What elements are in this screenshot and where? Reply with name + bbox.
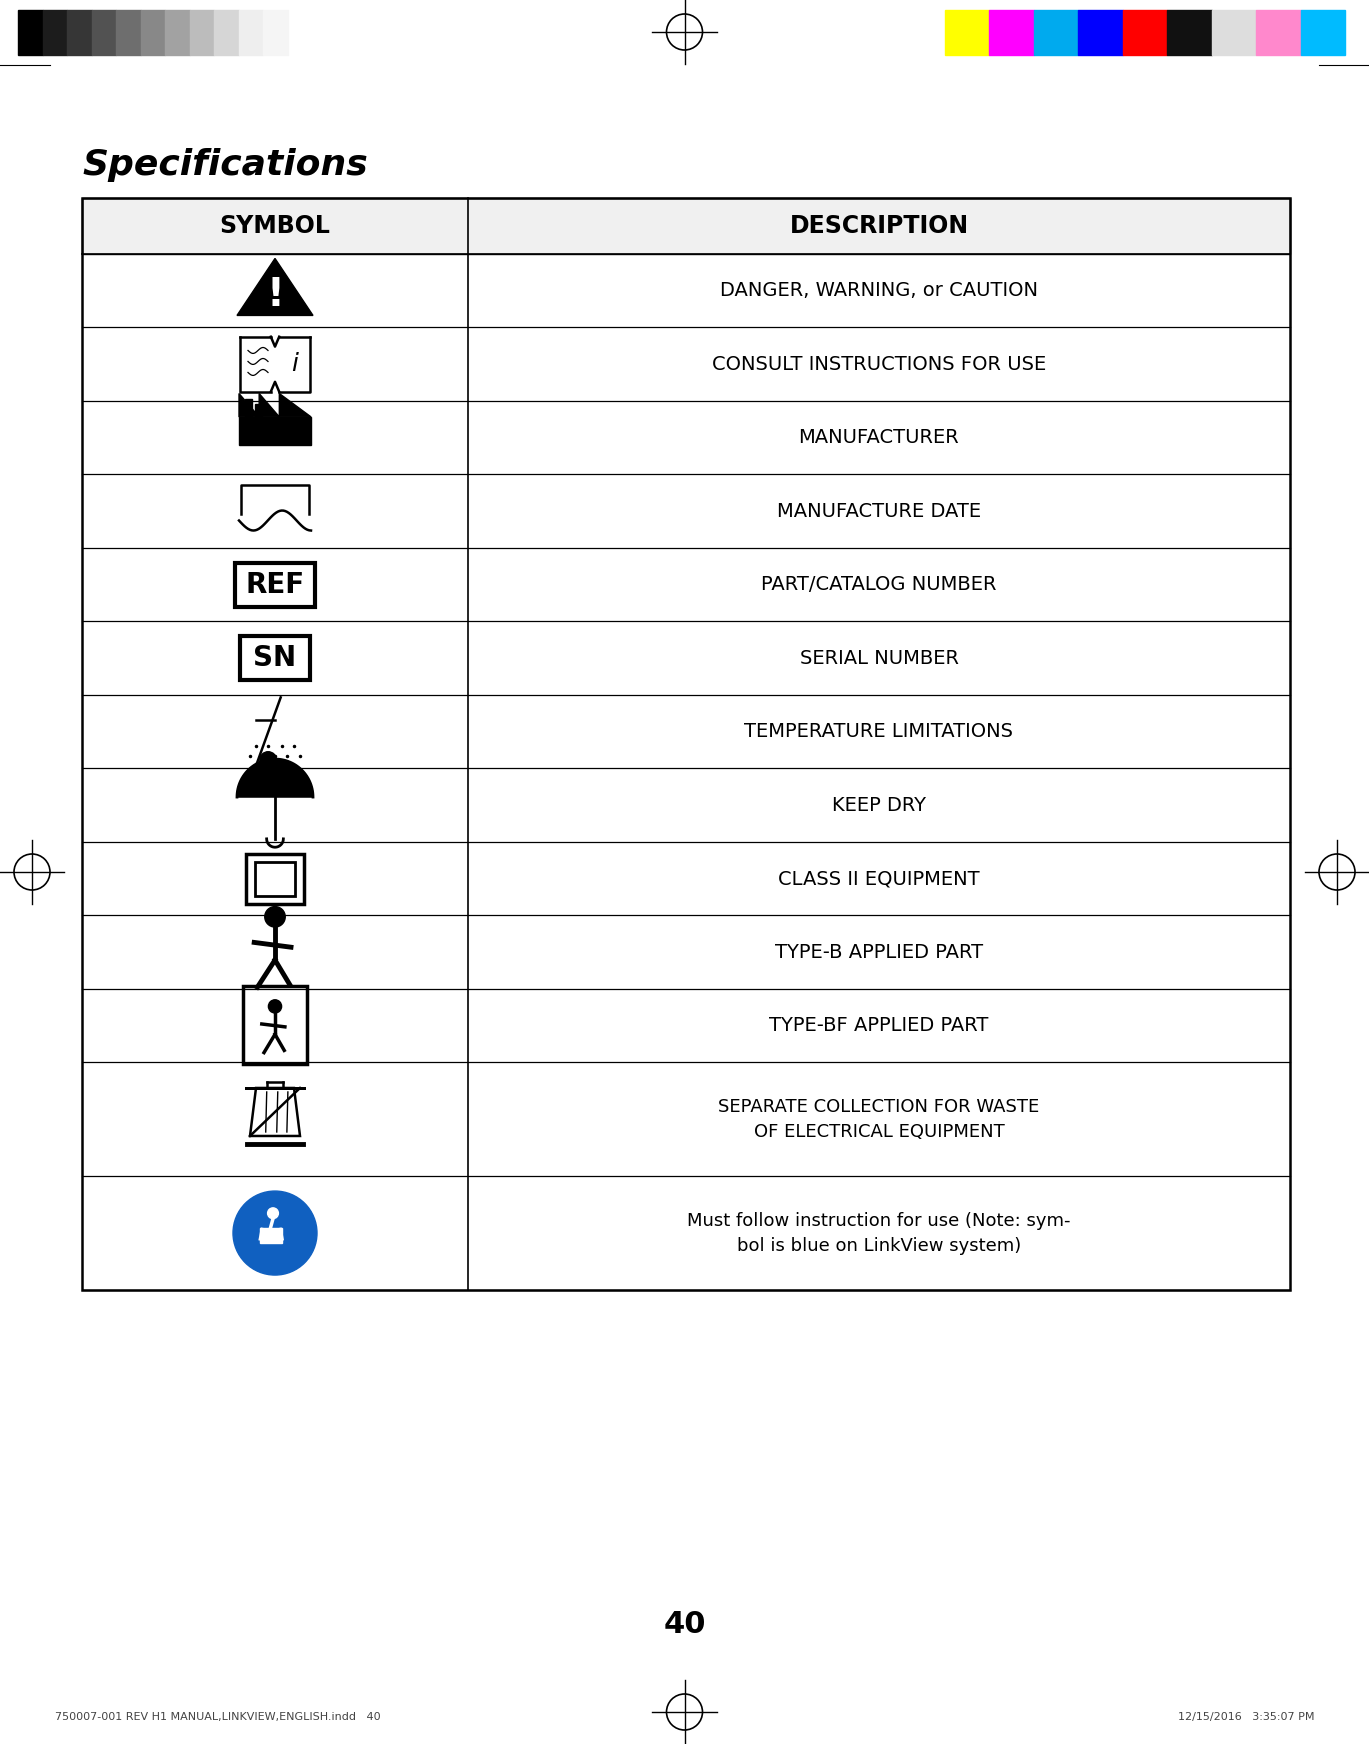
Text: CLASS II EQUIPMENT: CLASS II EQUIPMENT xyxy=(778,869,980,888)
Bar xyxy=(245,399,252,417)
Text: PART/CATALOG NUMBER: PART/CATALOG NUMBER xyxy=(761,576,997,595)
Bar xyxy=(82,199,1290,1291)
Text: SEPARATE COLLECTION FOR WASTE
OF ELECTRICAL EQUIPMENT: SEPARATE COLLECTION FOR WASTE OF ELECTRI… xyxy=(719,1097,1039,1141)
Text: MANUFACTURE DATE: MANUFACTURE DATE xyxy=(778,502,982,521)
Bar xyxy=(255,405,261,417)
Polygon shape xyxy=(240,394,311,417)
Bar xyxy=(1079,10,1123,56)
Text: Must follow instruction for use (Note: sym-
bol is blue on LinkView system): Must follow instruction for use (Note: s… xyxy=(687,1212,1071,1254)
Bar xyxy=(235,563,315,607)
Bar xyxy=(240,417,311,445)
Text: TEMPERATURE LIMITATIONS: TEMPERATURE LIMITATIONS xyxy=(745,722,1013,741)
Text: 750007-001 REV H1 MANUAL,LINKVIEW,ENGLISH.indd   40: 750007-001 REV H1 MANUAL,LINKVIEW,ENGLIS… xyxy=(55,1713,381,1721)
Text: TYPE-B APPLIED PART: TYPE-B APPLIED PART xyxy=(775,942,983,961)
Polygon shape xyxy=(237,258,314,316)
Bar xyxy=(240,10,263,56)
Circle shape xyxy=(233,1191,318,1275)
Text: REF: REF xyxy=(245,570,304,598)
Bar xyxy=(990,10,1034,56)
Bar xyxy=(260,1228,282,1243)
Bar xyxy=(240,637,309,680)
Bar xyxy=(166,10,190,56)
Text: SERIAL NUMBER: SERIAL NUMBER xyxy=(799,649,958,668)
Text: 12/15/2016   3:35:07 PM: 12/15/2016 3:35:07 PM xyxy=(1177,1713,1314,1721)
Text: KEEP DRY: KEEP DRY xyxy=(832,795,925,814)
Text: DESCRIPTION: DESCRIPTION xyxy=(790,215,968,237)
Bar xyxy=(215,10,240,56)
Bar xyxy=(92,10,116,56)
Circle shape xyxy=(264,907,285,928)
Bar xyxy=(42,10,67,56)
Bar xyxy=(255,862,294,895)
Bar xyxy=(1168,10,1212,56)
Bar xyxy=(945,10,990,56)
Polygon shape xyxy=(237,759,314,797)
Bar xyxy=(116,10,141,56)
Bar xyxy=(18,10,42,56)
Text: Specifications: Specifications xyxy=(82,148,368,181)
Circle shape xyxy=(260,752,277,769)
Bar xyxy=(246,853,304,903)
Text: 40: 40 xyxy=(663,1610,706,1639)
Text: CONSULT INSTRUCTIONS FOR USE: CONSULT INSTRUCTIONS FOR USE xyxy=(712,354,1046,373)
Text: !: ! xyxy=(266,276,283,314)
Bar xyxy=(141,10,166,56)
Circle shape xyxy=(267,1209,278,1219)
Text: SYMBOL: SYMBOL xyxy=(219,215,330,237)
Text: SN: SN xyxy=(253,644,297,671)
Text: DANGER, WARNING, or CAUTION: DANGER, WARNING, or CAUTION xyxy=(720,281,1038,300)
Bar xyxy=(1123,10,1168,56)
Bar xyxy=(1212,10,1257,56)
Circle shape xyxy=(268,999,282,1013)
Bar xyxy=(1034,10,1079,56)
Text: MANUFACTURER: MANUFACTURER xyxy=(798,429,960,446)
Text: i: i xyxy=(292,352,298,377)
Bar xyxy=(263,10,287,56)
Bar xyxy=(244,987,307,1064)
Bar xyxy=(1301,10,1344,56)
Bar xyxy=(1257,10,1301,56)
Text: TYPE-BF APPLIED PART: TYPE-BF APPLIED PART xyxy=(769,1017,988,1034)
Bar xyxy=(190,10,215,56)
Bar xyxy=(82,199,1290,255)
Bar xyxy=(67,10,92,56)
